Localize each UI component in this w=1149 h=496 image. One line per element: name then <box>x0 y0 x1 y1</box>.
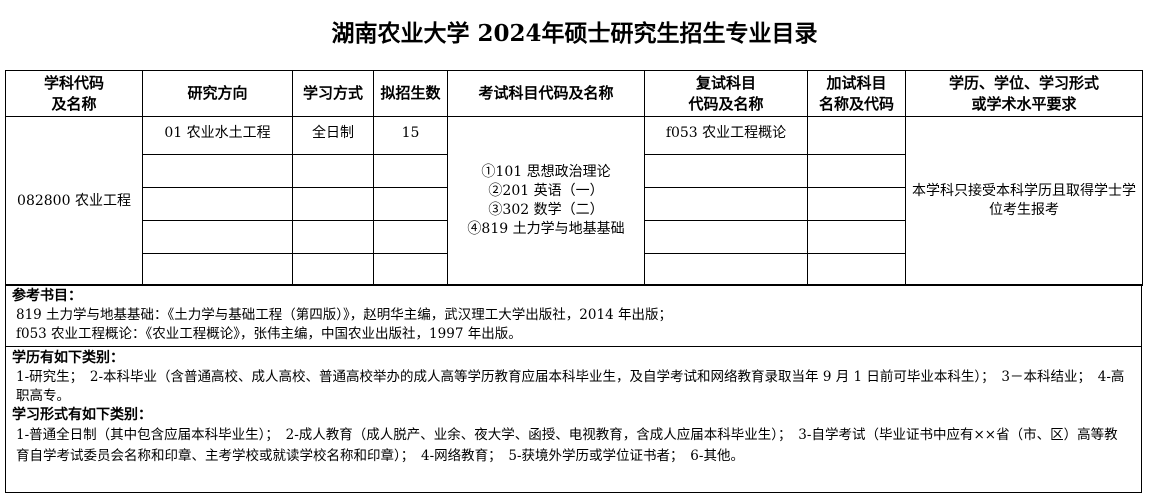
ref-line: f053 农业工程概论：《农业工程概论》，张伟主编，中国农业出版社，1997 年… <box>16 326 522 342</box>
direction-cell: 01 农业水土工程 <box>142 116 293 155</box>
reference-books: 参考书目： 819 土力学与地基基础：《土力学与基础工程（第四版）》，赵明华主编… <box>5 284 1142 347</box>
header-cell-text: 加试科目 名称及代码 <box>818 73 894 113</box>
quota-cell-text: 15 <box>401 125 420 141</box>
empty-cell <box>644 220 808 254</box>
empty-cell <box>142 253 293 286</box>
header-cell-text: 拟招生数 <box>380 84 441 102</box>
header-cell: 拟招生数 <box>373 70 448 117</box>
extra-cell <box>807 116 906 155</box>
empty-cell <box>807 154 906 188</box>
quota-cell: 15 <box>373 116 448 155</box>
edu-title: 学历有如下类别： <box>12 350 124 366</box>
retest-cell: f053 农业工程概论 <box>644 116 808 155</box>
empty-cell <box>373 253 448 286</box>
empty-cell <box>142 187 293 221</box>
refs-title: 参考书目： <box>12 288 82 304</box>
empty-cell <box>373 154 448 188</box>
header-cell: 学历、学位、学习形式 或学术水平要求 <box>905 70 1143 117</box>
mode-cell: 全日制 <box>292 116 374 155</box>
header-cell-text: 学历、学位、学习形式 或学术水平要求 <box>948 73 1099 113</box>
empty-cell <box>292 220 374 254</box>
empty-cell <box>292 187 374 221</box>
header-cell: 考试科目代码及名称 <box>447 70 645 117</box>
study-text: 1-普通全日制（其中包含应届本科毕业生）； 2-成人教育（成人脱产、业余、夜大学… <box>16 427 1118 464</box>
requirement-cell: 本学科只接受本科学历且取得学士学位考生报考 <box>905 116 1143 286</box>
exam-item: ①101 思想政治理论 <box>481 164 611 180</box>
empty-cell <box>644 187 808 221</box>
empty-cell <box>807 253 906 286</box>
page-title: 湖南农业大学 2024年硕士研究生招生专业目录 <box>331 20 818 47</box>
empty-cell <box>142 220 293 254</box>
empty-cell <box>807 220 906 254</box>
header-cell-text: 研究方向 <box>187 84 248 102</box>
direction-cell-text: 01 农业水土工程 <box>164 125 271 141</box>
study-title: 学习形式有如下类别： <box>12 407 152 423</box>
exam-item: ③302 数学（二） <box>488 202 604 218</box>
exams-cell: ①101 思想政治理论 ②201 英语（一） ③302 数学（二） ④819 土力学与… <box>447 116 645 286</box>
header-cell-text: 学科代码 及名称 <box>43 73 104 113</box>
header-cell: 加试科目 名称及代码 <box>807 70 906 117</box>
mode-cell-text: 全日制 <box>312 125 354 141</box>
exam-item: ④819 土力学与地基基础 <box>467 221 625 237</box>
empty-cell <box>142 154 293 188</box>
header-cell-text: 考试科目代码及名称 <box>478 84 614 102</box>
empty-cell <box>644 154 808 188</box>
empty-cell <box>807 187 906 221</box>
empty-cell <box>373 220 448 254</box>
empty-cell <box>292 253 374 286</box>
category-notes: 学历有如下类别： 1-研究生； 2-本科毕业（含普通高校、成人高校、普通高校举办… <box>5 346 1142 493</box>
discipline-cell: 082800 农业工程 <box>5 116 143 286</box>
exam-item: ②201 英语（一） <box>488 183 604 199</box>
exam-list: ①101 思想政治理论 ②201 英语（一） ③302 数学（二） ④819 土力学与… <box>467 163 624 239</box>
discipline-cell-text: 082800 农业工程 <box>17 192 131 209</box>
empty-cell <box>373 187 448 221</box>
header-cell-text: 学习方式 <box>302 84 363 102</box>
edu-text: 1-研究生； 2-本科毕业（含普通高校、成人高校、普通高校举办的成人高等学历教育… <box>16 369 1125 404</box>
header-cell: 复试科目 代码及名称 <box>644 70 808 117</box>
empty-cell <box>644 253 808 286</box>
empty-cell <box>292 154 374 188</box>
header-cell-text: 复试科目 代码及名称 <box>688 73 764 113</box>
header-cell: 学科代码 及名称 <box>5 70 143 117</box>
retest-cell-text: f053 农业工程概论 <box>665 125 787 141</box>
requirement-cell-text: 本学科只接受本科学历且取得学士学位考生报考 <box>912 183 1136 218</box>
ref-line: 819 土力学与地基基础：《土力学与基础工程（第四版）》，赵明华主编，武汉理工大… <box>16 307 672 323</box>
header-cell: 学习方式 <box>292 70 374 117</box>
header-cell: 研究方向 <box>142 70 293 117</box>
